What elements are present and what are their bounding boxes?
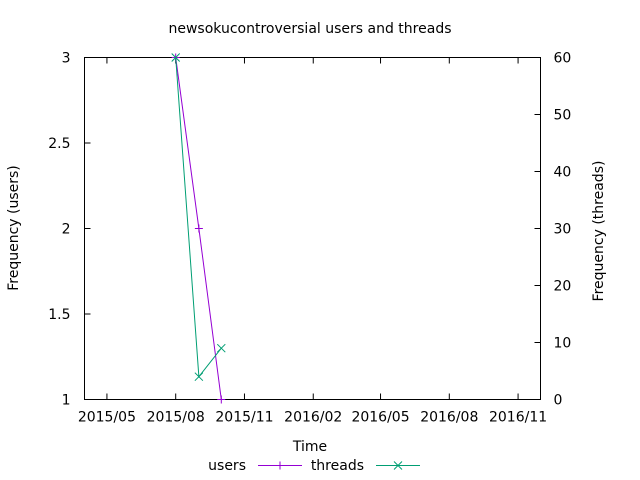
x-tick-label: 2016/05 [351, 410, 409, 426]
legend-label-threads: threads [311, 458, 364, 474]
plot-area [84, 57, 541, 400]
y2-tick-label: 60 [554, 51, 572, 67]
legend-label-users: users [208, 458, 246, 474]
y-tick-label: 1 [62, 393, 71, 409]
data-point-users [194, 224, 203, 233]
y2-tick-label: 30 [554, 222, 572, 238]
y-axis-label: Frequency (users) [6, 165, 22, 291]
axes: 2015/05 2015/08 2015/11 2016/02 2016/05 2016/… [48, 51, 571, 426]
data-point-threads [171, 53, 181, 62]
chart-title: newsokucontroversial users and threads [169, 21, 452, 37]
y2-axis-label: Frequency (threads) [591, 161, 607, 302]
x-tick-label: 2015/11 [215, 410, 273, 426]
x-tick-label: 2016/08 [420, 410, 478, 426]
legend: users threads [208, 458, 420, 474]
legend-marker-threads [393, 461, 403, 470]
y2-tick-label: 20 [554, 279, 572, 295]
x-tick-label: 2016/11 [489, 410, 547, 426]
legend-marker-users [276, 461, 284, 470]
x-tick-label: 2016/02 [284, 410, 342, 426]
x-tick-label: 2015/05 [78, 410, 136, 426]
y-tick-label: 1.5 [48, 307, 70, 323]
y2-tick-label: 0 [554, 393, 563, 409]
y-tick-label: 3 [62, 51, 71, 67]
data-point-threads [194, 372, 204, 382]
data-point-users [217, 395, 226, 404]
y2-tick-label: 50 [554, 108, 572, 124]
x-tick-label: 2015/08 [147, 410, 205, 426]
y-tick-label: 2 [62, 222, 71, 238]
y-tick-label: 2.5 [48, 136, 70, 152]
series-layer [171, 53, 226, 404]
data-point-threads [216, 343, 226, 353]
series-users [171, 53, 226, 404]
series-threads [171, 53, 226, 382]
x-axis-label: Time [292, 439, 327, 455]
y2-tick-label: 10 [554, 336, 572, 352]
y2-tick-label: 40 [554, 165, 572, 181]
